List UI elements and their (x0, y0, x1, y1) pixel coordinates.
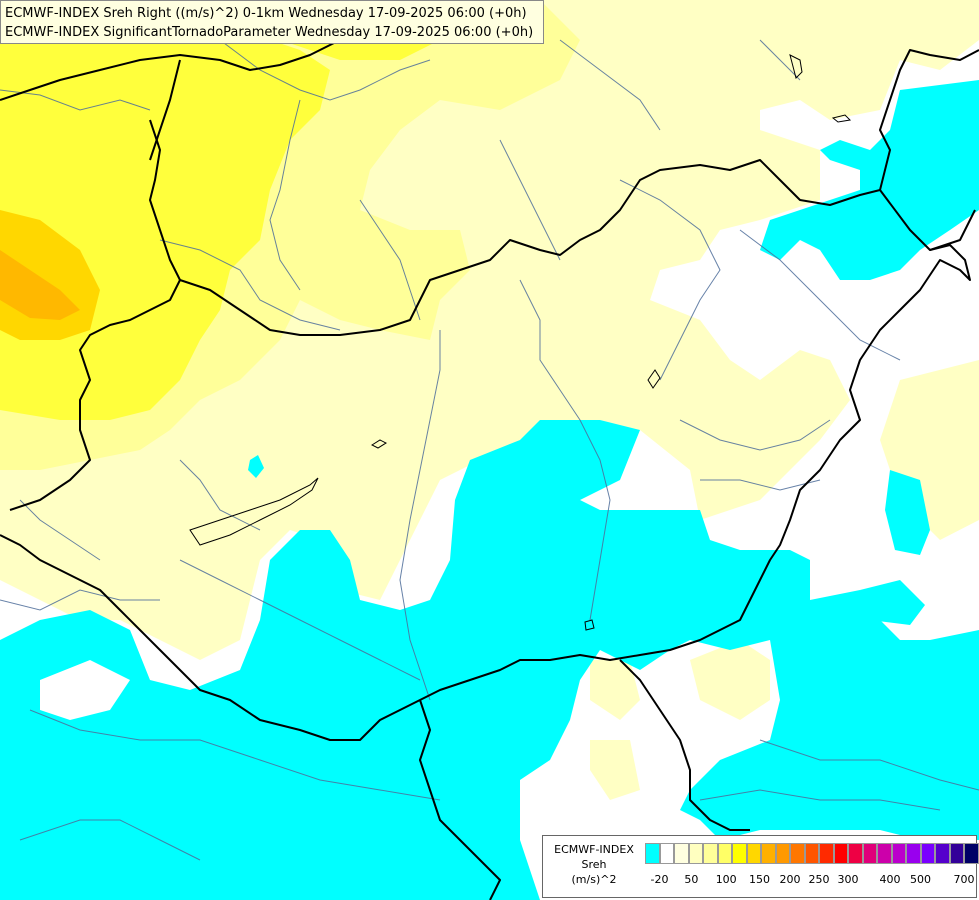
legend-swatch (775, 843, 790, 864)
legend-swatch (717, 843, 732, 864)
legend-tick-label: 100 (715, 873, 737, 886)
legend-title-line-2: Sreh (581, 858, 607, 871)
border-south-central (619, 659, 750, 831)
sreh-zone-cyan-north (760, 80, 979, 280)
border-east-hook (929, 209, 976, 251)
lakes (189, 54, 852, 631)
legend-swatch (659, 843, 674, 864)
legend-swatch (935, 843, 950, 864)
lake-south (584, 619, 595, 631)
sreh-zone-cyan-main (0, 420, 979, 900)
sreh-zone-pale-yellow-south (690, 640, 770, 720)
legend-swatch (964, 843, 979, 864)
legend-tick-label: 700 (953, 873, 975, 886)
legend-swatch (746, 843, 761, 864)
lake-small-1 (370, 439, 388, 449)
legend-tick-label: 400 (879, 873, 901, 886)
legend-title: ECMWF-INDEX Sreh (m/s)^2 (543, 842, 645, 887)
legend-swatch (645, 843, 660, 864)
legend-swatch (790, 843, 805, 864)
legend-tick-label: 50 (684, 873, 699, 886)
sreh-zone-cyan-small (248, 455, 264, 478)
legend-title-line-3: (m/s)^2 (571, 873, 617, 886)
legend-swatch (833, 843, 848, 864)
legend-tick-label: -20 (650, 873, 669, 886)
header-line-2: ECMWF-INDEX SignificantTornadoParameter … (5, 25, 534, 40)
sreh-zone-cyan-east2 (860, 580, 925, 625)
legend-tick-label: 250 (808, 873, 830, 886)
legend-swatch (877, 843, 892, 864)
legend-tick-label: 150 (749, 873, 771, 886)
lake-tisza (647, 369, 661, 389)
header-line-1: ECMWF-INDEX Sreh Right ((m/s)^2) 0-1km W… (5, 6, 527, 21)
legend-swatch (891, 843, 906, 864)
lake-north (789, 54, 803, 79)
river-lines (0, 39, 979, 861)
map-header: ECMWF-INDEX Sreh Right ((m/s)^2) 0-1km W… (0, 0, 544, 44)
legend-tick-label: 300 (837, 873, 859, 886)
legend-swatch (732, 843, 747, 864)
legend-title-line-1: ECMWF-INDEX (554, 843, 634, 856)
sreh-zone-white-hole (40, 660, 130, 720)
lake-balaton (189, 477, 319, 546)
legend-swatch (920, 843, 935, 864)
sreh-zone-dark-orange (0, 250, 80, 320)
legend-swatch (848, 843, 863, 864)
legend-swatch (688, 843, 703, 864)
legend-swatch (819, 843, 834, 864)
color-legend: ECMWF-INDEX Sreh (m/s)^2 -20 50 100 150 200 2… (542, 835, 979, 898)
border-central-north (149, 59, 181, 161)
border-west-south (9, 279, 181, 511)
border-south-west (419, 699, 501, 900)
lake-northeast (831, 114, 852, 123)
border-east-north (879, 49, 979, 191)
legend-tick-labels: -20 50 100 150 200 250 300 400 500 700 (645, 873, 975, 889)
border-west-north (149, 119, 181, 281)
legend-swatch (674, 843, 689, 864)
legend-swatch (862, 843, 877, 864)
legend-swatch (804, 843, 819, 864)
sreh-zone-pale-yellow-south3 (590, 740, 640, 800)
border-east (0, 189, 971, 741)
legend-swatch (761, 843, 776, 864)
legend-tick-label: 200 (779, 873, 801, 886)
legend-tick-label: 500 (910, 873, 931, 886)
legend-swatch (949, 843, 964, 864)
legend-swatch (703, 843, 718, 864)
legend-swatches (645, 843, 979, 864)
sreh-zone-cyan-east (885, 470, 930, 555)
sreh-zone-pale-yellow-south2 (590, 660, 640, 720)
border-danube (179, 159, 881, 336)
legend-swatch (906, 843, 921, 864)
